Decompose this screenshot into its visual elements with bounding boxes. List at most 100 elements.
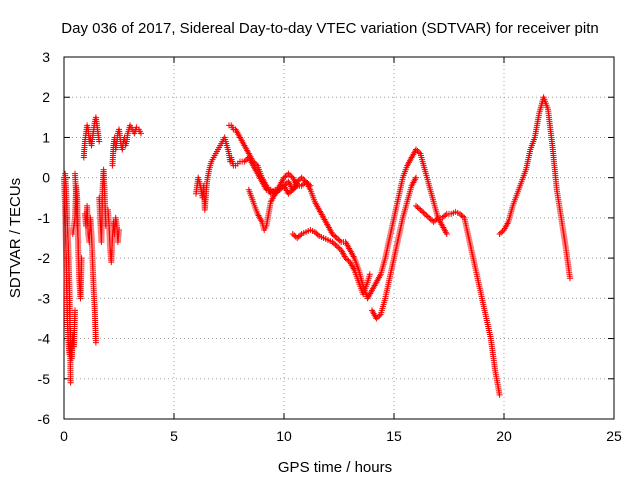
data-point (96, 138, 103, 145)
data-point (138, 130, 144, 137)
data-point (329, 239, 336, 246)
data-point (332, 241, 339, 248)
data-point (300, 181, 307, 188)
y-tick-label: 0 (42, 170, 50, 186)
data-point (330, 232, 337, 239)
data-point (92, 339, 99, 346)
data-point (433, 216, 440, 223)
data-point (294, 182, 301, 189)
chart-title: Day 036 of 2017, Sidereal Day-to-day VTE… (61, 20, 598, 37)
y-tick-label: 2 (42, 89, 50, 105)
data-point (285, 170, 292, 177)
data-point (413, 202, 419, 209)
data-point (251, 159, 258, 166)
data-point (67, 379, 74, 386)
data-point (294, 235, 301, 241)
data-point (496, 230, 503, 237)
data-point (333, 235, 340, 241)
data-point (457, 210, 463, 217)
data-point (297, 232, 304, 239)
data-point (72, 307, 78, 314)
data-point (281, 174, 287, 181)
series-sdtvar (61, 94, 573, 398)
data-point (291, 232, 298, 239)
y-tick-label: -4 (38, 331, 51, 347)
data-point (443, 230, 450, 237)
data-point (304, 180, 311, 187)
y-tick-label: -5 (38, 371, 51, 387)
data-point (376, 312, 383, 319)
data-point (366, 271, 373, 278)
data-point (253, 161, 260, 168)
data-point (333, 243, 340, 250)
data-point (413, 174, 419, 181)
data-point (282, 173, 289, 180)
data-point (344, 256, 351, 263)
data-point (567, 275, 573, 282)
data-point (417, 206, 424, 213)
data-point (420, 209, 427, 216)
data-point (496, 391, 503, 398)
y-tick-labels: -6 -5 -4 -3 -2 -1 0 1 2 3 (38, 49, 51, 427)
data-point (305, 181, 312, 188)
data-point (285, 190, 292, 197)
y-tick-label: 1 (42, 129, 50, 145)
data-point (432, 217, 439, 224)
data-point (373, 315, 380, 322)
data-points (61, 94, 573, 398)
x-axis-label: GPS time / hours (278, 459, 392, 476)
data-point (414, 204, 421, 211)
data-point (335, 236, 342, 243)
data-point (75, 239, 82, 246)
x-tick-label: 20 (496, 428, 512, 444)
data-point (291, 185, 298, 192)
y-tick-label: 3 (42, 49, 50, 65)
y-tick-label: -1 (38, 210, 51, 226)
data-point (374, 314, 381, 321)
x-tick-label: 10 (276, 428, 292, 444)
data-point (289, 186, 296, 193)
data-point (498, 229, 505, 236)
data-point (424, 213, 431, 220)
x-tick-label: 25 (606, 428, 622, 444)
data-point (78, 255, 85, 262)
data-point (427, 216, 434, 223)
data-point (414, 147, 421, 154)
data-point (300, 176, 307, 183)
data-point (442, 212, 449, 219)
data-point (307, 182, 314, 189)
x-tick-label: 15 (386, 428, 402, 444)
data-point (413, 146, 419, 153)
data-point (426, 214, 433, 221)
data-point (329, 230, 336, 237)
data-point (311, 228, 318, 235)
data-point (250, 158, 257, 165)
data-point (439, 214, 446, 221)
data-point (430, 218, 437, 225)
data-point (289, 230, 296, 237)
data-point (295, 177, 302, 184)
data-point (423, 212, 430, 219)
x-tick-label: 0 (60, 428, 68, 444)
data-point (286, 171, 293, 178)
data-point (313, 230, 320, 237)
data-point (116, 226, 122, 233)
data-point (335, 244, 342, 251)
data-point (314, 231, 321, 238)
grid-lines (64, 57, 614, 419)
data-point (440, 213, 447, 220)
y-tick-label: -3 (38, 290, 51, 306)
y-tick-label: -6 (38, 411, 51, 427)
data-point (336, 237, 343, 244)
data-point (459, 213, 466, 220)
y-tick-label: -2 (38, 250, 51, 266)
data-point (242, 157, 249, 164)
x-tick-label: 5 (170, 428, 178, 444)
data-point (421, 210, 428, 217)
data-point (241, 158, 248, 165)
data-point (418, 208, 425, 215)
data-point (295, 233, 302, 240)
y-axis-label: SDTVAR / TECUs (7, 178, 24, 298)
data-point (330, 240, 337, 247)
